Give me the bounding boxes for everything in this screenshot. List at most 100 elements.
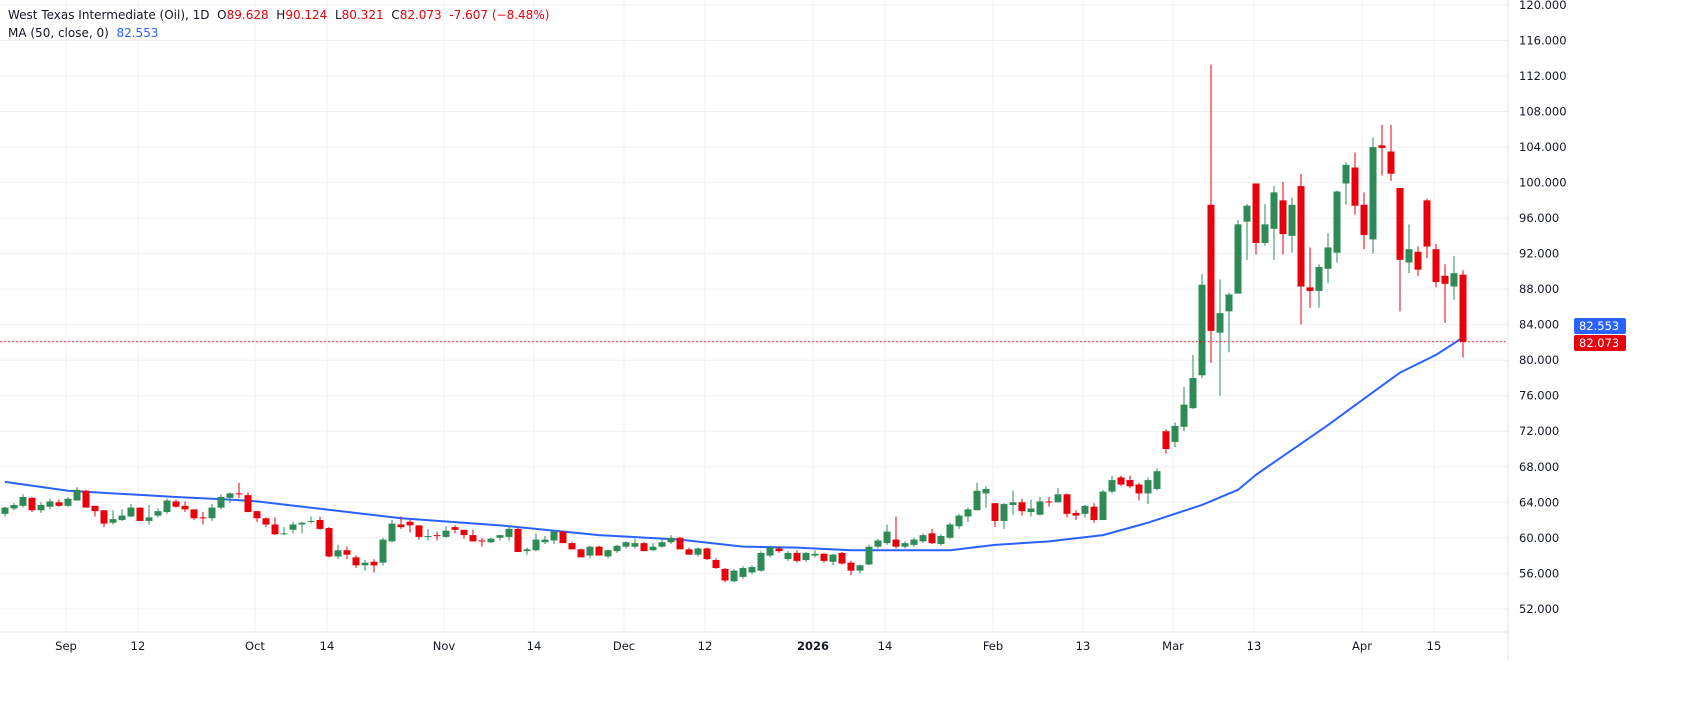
candle-body bbox=[991, 503, 999, 521]
candle-body bbox=[307, 520, 315, 522]
y-tick-label: 64.000 bbox=[1519, 495, 1559, 509]
candle-up bbox=[424, 528, 432, 541]
candle-body bbox=[217, 496, 225, 508]
candle-body bbox=[469, 535, 477, 542]
x-tick-label: Sep bbox=[55, 639, 77, 653]
candle-body bbox=[577, 549, 585, 558]
candle-body bbox=[118, 515, 126, 521]
candle-down bbox=[703, 547, 711, 560]
time-axis[interactable]: Sep 12 Oct 14 Nov 14 Dec 12 2026 14 Feb 13 Mar 13 Apr 1… bbox=[55, 639, 1441, 653]
candle-up bbox=[154, 508, 162, 518]
candle-down bbox=[1279, 181, 1287, 255]
candle-body bbox=[1396, 187, 1404, 260]
candle-down bbox=[244, 492, 252, 513]
y-tick-label: 96.000 bbox=[1519, 211, 1559, 225]
candle-up bbox=[1081, 504, 1089, 518]
y-tick-label: 56.000 bbox=[1519, 566, 1559, 580]
change-value: -7.607 (−8.48%) bbox=[449, 8, 550, 22]
candle-body bbox=[1315, 266, 1323, 291]
candle-body bbox=[19, 496, 27, 506]
candle-body bbox=[802, 552, 810, 560]
y-tick-label: 104.000 bbox=[1519, 140, 1567, 154]
candle-up bbox=[973, 482, 981, 511]
candle-body bbox=[325, 528, 333, 557]
ma-value: 82.553 bbox=[116, 26, 159, 40]
x-tick-label: Feb bbox=[983, 639, 1003, 653]
candle-body bbox=[685, 549, 693, 555]
x-tick-label: 2026 bbox=[797, 639, 829, 653]
candle-down bbox=[1432, 243, 1440, 288]
candle-down bbox=[181, 501, 189, 513]
candle-body bbox=[973, 490, 981, 511]
y-tick-label: 100.000 bbox=[1519, 176, 1567, 190]
candle-up bbox=[217, 494, 225, 510]
candle-down bbox=[91, 505, 99, 517]
candle-body bbox=[847, 562, 855, 571]
candle-body bbox=[550, 531, 558, 541]
candle-down bbox=[1297, 173, 1305, 325]
x-tick-label: 13 bbox=[1076, 639, 1091, 653]
high-value: 90.124 bbox=[285, 8, 328, 22]
candle-up bbox=[37, 502, 45, 513]
candle-down bbox=[316, 516, 324, 530]
candle-down bbox=[1459, 270, 1467, 358]
candle-body bbox=[829, 554, 837, 562]
candle-up bbox=[496, 535, 504, 541]
candle-body bbox=[703, 548, 711, 560]
y-tick-label: 60.000 bbox=[1519, 531, 1559, 545]
candle-down bbox=[397, 516, 405, 529]
symbol-title[interactable]: West Texas Intermediate (Oil), 1D bbox=[8, 8, 210, 22]
candle-body bbox=[1360, 204, 1368, 235]
candle-up bbox=[586, 545, 594, 559]
candle-up bbox=[1099, 489, 1107, 521]
candle-down bbox=[514, 528, 522, 553]
candle-body bbox=[1126, 480, 1134, 487]
candle-body bbox=[280, 533, 288, 535]
candle-down bbox=[577, 548, 585, 558]
candle-up bbox=[766, 545, 774, 558]
candle-body bbox=[226, 493, 234, 498]
candle-body bbox=[73, 489, 81, 501]
price-axis[interactable]: 52.000 56.000 60.000 64.000 68.000 72.000 76.0… bbox=[1519, 0, 1567, 616]
candle-down bbox=[1360, 192, 1368, 250]
candle-up bbox=[1171, 422, 1179, 448]
candle-down bbox=[640, 542, 648, 552]
candle-body bbox=[1243, 205, 1251, 222]
candle-body bbox=[1297, 186, 1305, 287]
candle-up bbox=[127, 504, 135, 518]
candle-body bbox=[352, 557, 360, 566]
candle-up bbox=[829, 553, 837, 566]
candle-body bbox=[523, 549, 531, 552]
x-tick-label: 15 bbox=[1427, 639, 1442, 653]
candle-down bbox=[775, 546, 783, 553]
ma-price-tag bbox=[1574, 318, 1626, 334]
candle-down bbox=[1423, 198, 1431, 259]
candle-up bbox=[1333, 190, 1341, 263]
candle-body bbox=[253, 511, 261, 519]
candle-down bbox=[190, 509, 198, 521]
candle-up bbox=[361, 560, 369, 571]
candle-up bbox=[523, 547, 531, 555]
candle-up bbox=[505, 526, 513, 541]
candle-body bbox=[640, 543, 648, 552]
candle-body bbox=[1423, 200, 1431, 247]
candle-body bbox=[1252, 183, 1260, 243]
ma-label[interactable]: MA (50, close, 0) bbox=[8, 26, 109, 40]
candle-body bbox=[289, 524, 297, 530]
candle-down bbox=[1162, 429, 1170, 454]
candle-up bbox=[1261, 203, 1269, 246]
candle-down bbox=[352, 555, 360, 568]
candle-body bbox=[37, 504, 45, 511]
candle-body bbox=[199, 517, 207, 519]
y-tick-label: 84.000 bbox=[1519, 318, 1559, 332]
candle-up bbox=[145, 504, 153, 525]
candle-body bbox=[892, 539, 900, 547]
candle-up bbox=[280, 527, 288, 536]
candle-up bbox=[550, 529, 558, 545]
candle-body bbox=[865, 546, 873, 565]
candle-down bbox=[478, 537, 486, 547]
candle-up bbox=[883, 524, 891, 545]
ma-price-tag-text: 82.553 bbox=[1579, 319, 1619, 333]
grid bbox=[0, 0, 1508, 632]
